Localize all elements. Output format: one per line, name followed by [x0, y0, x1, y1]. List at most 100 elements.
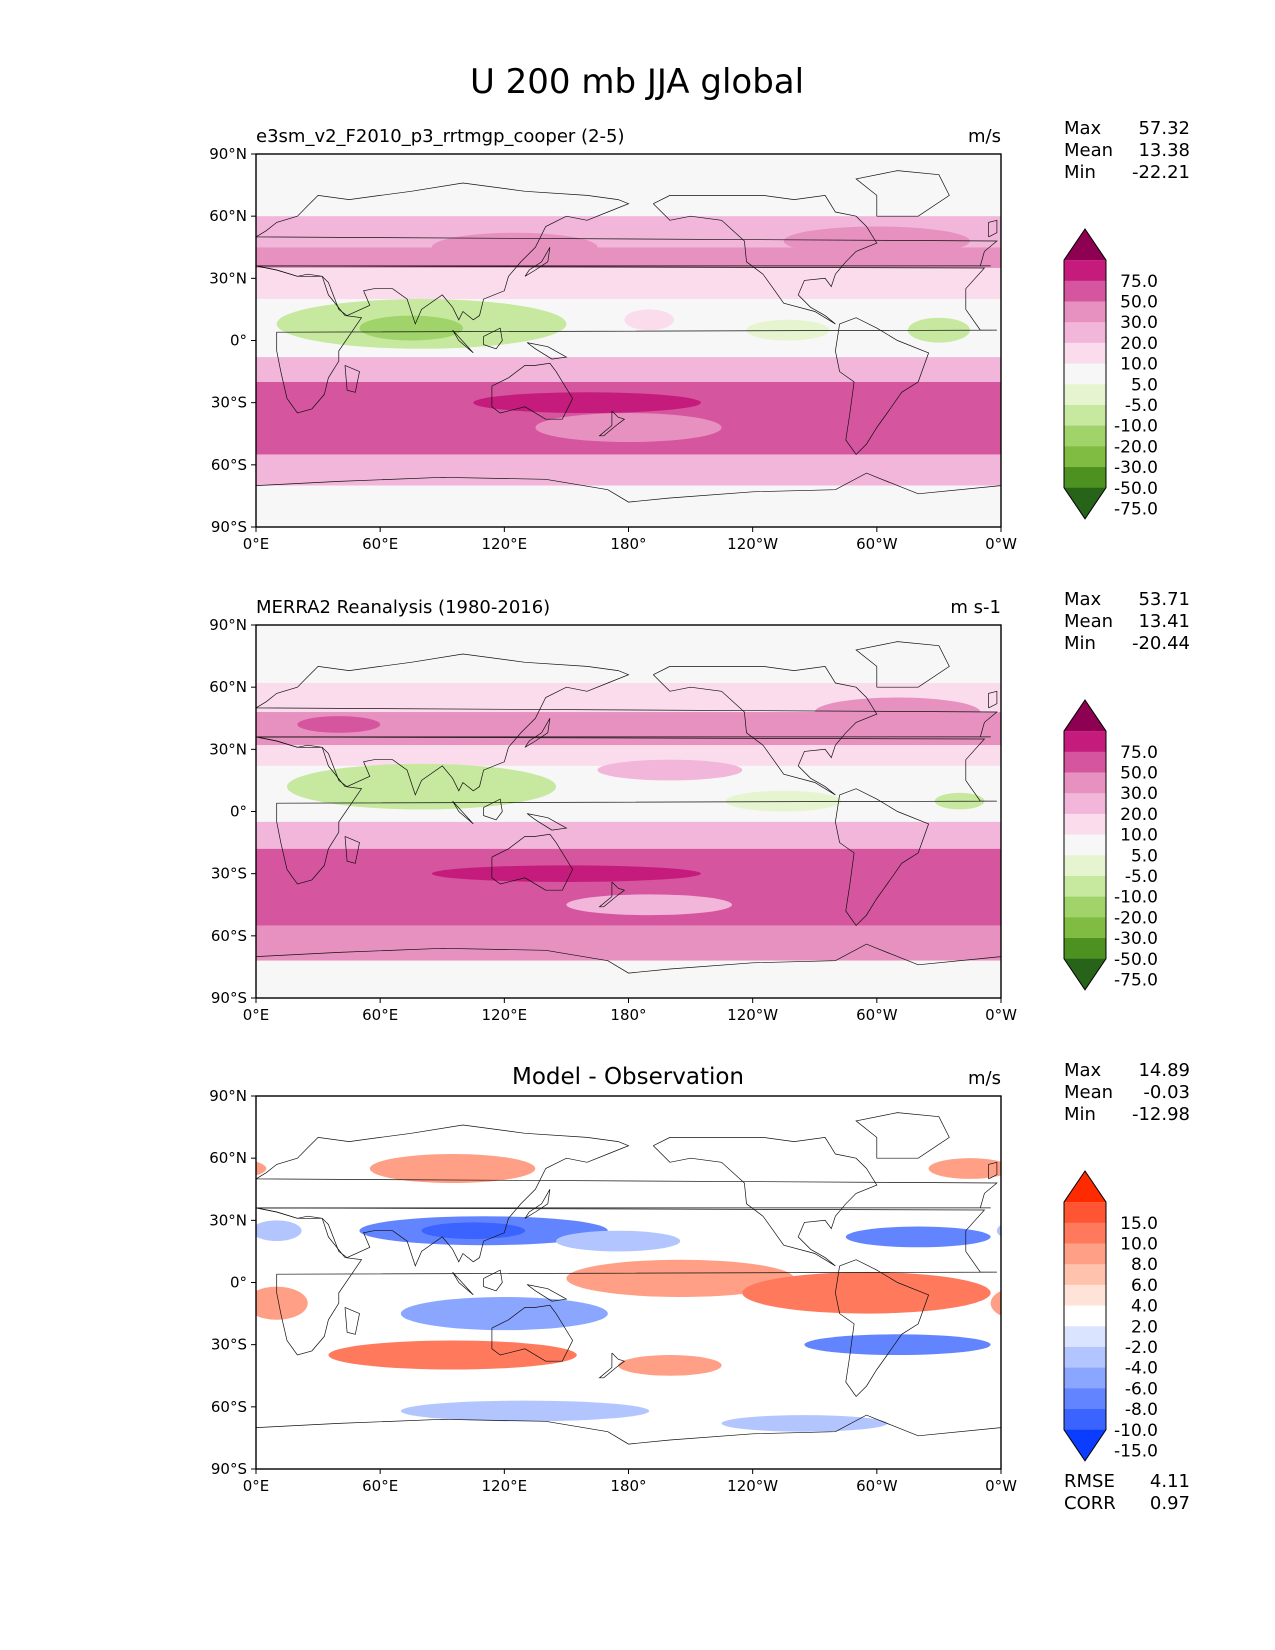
lon-tick-label: 60°E	[362, 535, 398, 553]
coastline	[988, 1161, 998, 1180]
lon-tick-label: 180°	[610, 1477, 646, 1495]
panel-title: Model - Observation	[512, 1064, 744, 1090]
coastline	[835, 788, 930, 927]
stat-label: Max	[1064, 1060, 1102, 1081]
colorbar-tick-label: -50.0	[1114, 950, 1158, 970]
contour-field	[256, 625, 1001, 998]
colorbar-segment	[1064, 384, 1106, 406]
contour-band	[256, 625, 1001, 684]
colorbar: 75.050.030.020.010.05.0-5.0-10.0-20.0-30…	[1063, 228, 1158, 520]
colorbar-segment	[1064, 1264, 1106, 1286]
lat-tick-label: 30°N	[209, 269, 247, 287]
contour-region	[742, 1272, 991, 1314]
colorbar-segment	[1064, 1305, 1106, 1327]
colorbar-segment	[1064, 1243, 1106, 1265]
colorbar-extend-max	[1064, 229, 1106, 261]
colorbar-tick-label: -2.0	[1125, 1338, 1158, 1358]
colorbar-segment	[1064, 322, 1106, 344]
colorbar-segment	[1064, 813, 1106, 836]
stat-value: 53.71	[1138, 589, 1190, 610]
colorbar-extend-max	[1064, 1171, 1106, 1203]
colorbar-segment	[1064, 855, 1106, 877]
stat-label: Mean	[1064, 611, 1113, 632]
coastline	[835, 317, 930, 456]
contour-region	[359, 315, 463, 341]
colorbar-tick-label: 5.0	[1131, 846, 1158, 866]
coastline	[256, 1414, 1001, 1445]
lon-tick-label: 180°	[610, 1006, 646, 1024]
colorbar-segment	[1064, 1346, 1106, 1369]
contour-region	[996, 1224, 1001, 1237]
stat-value: 0.97	[1150, 1493, 1190, 1514]
stat-value: -20.44	[1132, 633, 1190, 654]
colorbar-tick-label: -75.0	[1114, 499, 1158, 519]
colorbar-segment	[1064, 301, 1106, 323]
lat-tick-label: 60°N	[209, 207, 247, 225]
contour-region	[421, 1222, 526, 1239]
contour-band	[256, 154, 1001, 217]
lon-tick-label: 60°E	[362, 1006, 398, 1024]
colorbar-tick-label: -15.0	[1114, 1441, 1158, 1461]
colorbar-segment	[1064, 731, 1106, 753]
coastline	[855, 170, 950, 217]
contour-band	[256, 485, 1001, 527]
colorbar-segment	[1064, 834, 1106, 856]
colorbar-tick-label: 50.0	[1120, 292, 1158, 312]
colorbar-tick-label: 30.0	[1120, 784, 1158, 804]
colorbar-tick-label: 75.0	[1120, 272, 1158, 292]
coastline	[256, 736, 997, 885]
contour-region	[845, 1226, 991, 1248]
contour-region	[369, 1154, 536, 1184]
colorbar-tick-label: -5.0	[1125, 867, 1158, 887]
colorbar-segment	[1064, 1326, 1106, 1348]
contour-region	[624, 309, 675, 331]
colorbar-segment	[1064, 1409, 1106, 1431]
lat-tick-label: 0°	[230, 1274, 247, 1292]
contour-region	[721, 1415, 888, 1432]
lat-tick-label: 90°N	[209, 616, 247, 634]
colorbar-segment	[1064, 280, 1106, 302]
coastline	[653, 666, 878, 796]
stat-label: CORR	[1064, 1493, 1116, 1514]
coastline	[256, 653, 998, 796]
colorbar-tick-label: 75.0	[1120, 743, 1158, 763]
colorbar-tick-label: -6.0	[1125, 1379, 1158, 1399]
stat-label: Min	[1064, 162, 1096, 183]
lon-tick-label: 120°E	[482, 535, 528, 553]
lon-tick-label: 60°E	[362, 1477, 398, 1495]
colorbar-extend-min	[1064, 958, 1106, 990]
contour-region	[297, 716, 381, 733]
colorbar-tick-label: 6.0	[1131, 1276, 1158, 1296]
coastline	[526, 813, 568, 831]
colorbar-segment	[1064, 1367, 1106, 1389]
colorbar-tick-label: 20.0	[1120, 334, 1158, 354]
contour-field	[256, 1096, 1001, 1469]
lat-tick-label: 90°S	[211, 518, 247, 536]
colorbar-tick-label: -10.0	[1114, 888, 1158, 908]
lat-tick-label: 90°S	[211, 989, 247, 1007]
contour-field	[256, 154, 1001, 527]
contour-region	[783, 226, 970, 256]
colorbar-segment	[1064, 1202, 1106, 1224]
colorbar-tick-label: -10.0	[1114, 417, 1158, 437]
colorbar-outline	[1063, 699, 1107, 991]
stat-value: -12.98	[1132, 1104, 1190, 1125]
colorbar-tick-label: 4.0	[1131, 1297, 1158, 1317]
contour-region	[473, 392, 701, 414]
contour-band	[256, 357, 1001, 382]
coastline	[344, 836, 360, 864]
lon-tick-label: 0°W	[985, 1006, 1017, 1024]
colorbar-tick-label: 8.0	[1131, 1255, 1158, 1275]
coastline	[524, 1189, 551, 1219]
colorbar-tick-label: -50.0	[1114, 479, 1158, 499]
coastline	[483, 327, 503, 350]
lon-tick-label: 120°W	[727, 1477, 778, 1495]
contour-region	[256, 1220, 302, 1242]
lon-tick-label: 120°E	[482, 1006, 528, 1024]
colorbar-segment	[1064, 1284, 1106, 1307]
coastline	[835, 1259, 930, 1398]
coastline	[256, 472, 1001, 503]
coastline	[988, 219, 998, 238]
coastline	[344, 365, 360, 393]
